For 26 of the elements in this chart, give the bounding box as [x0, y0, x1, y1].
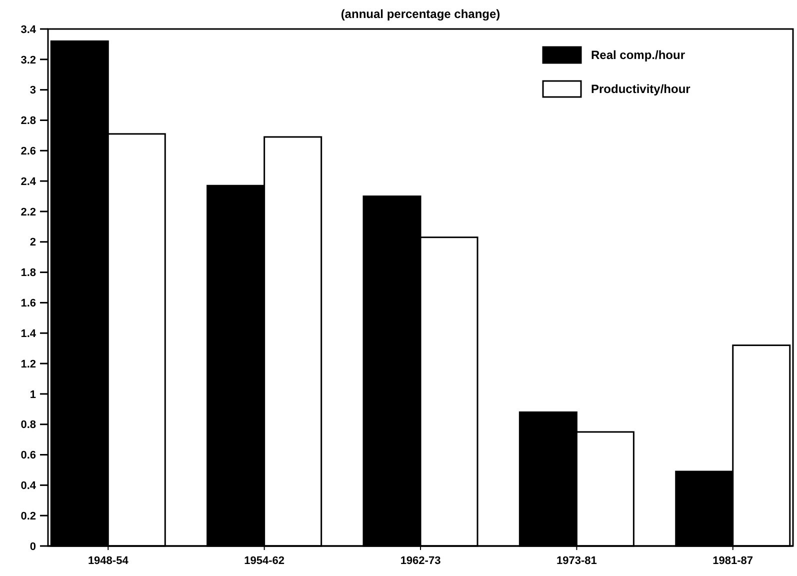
y-tick-label: 2.8 — [20, 115, 36, 128]
x-tick-label: 1948-54 — [88, 555, 130, 567]
y-tick-label: 2.6 — [20, 145, 36, 158]
x-tick-label: 1954-62 — [244, 555, 285, 567]
y-tick-label: 0.4 — [20, 480, 37, 492]
y-tick-label: 0.6 — [20, 450, 36, 462]
y-tick-label: 1.8 — [20, 267, 36, 280]
y-tick-label: 1 — [30, 388, 36, 401]
y-tick-label: 2 — [30, 236, 36, 249]
y-tick-label: 0.2 — [20, 510, 36, 522]
y-tick-label: 2.2 — [20, 206, 36, 218]
y-tick-label: 1.2 — [20, 358, 36, 370]
chart-title: (annual percentage change) — [340, 7, 500, 21]
x-tick-label: 1973-81 — [556, 555, 597, 567]
y-tick-label: 0 — [30, 540, 36, 553]
y-tick-label: 1.4 — [20, 328, 37, 340]
x-tick-label: 1962-73 — [400, 555, 441, 567]
y-tick-label: 1.6 — [20, 298, 36, 310]
legend-label: Real comp./hour — [591, 48, 686, 62]
x-tick-label: 1981-87 — [712, 555, 754, 567]
y-tick-label: 3.4 — [20, 24, 37, 36]
y-tick-label: 2.4 — [20, 176, 37, 188]
y-tick-label: 0.8 — [20, 419, 36, 432]
y-tick-label: 3 — [30, 84, 36, 97]
y-tick-label: 3.2 — [20, 54, 36, 66]
legend-label: Productivity/hour — [591, 82, 691, 96]
